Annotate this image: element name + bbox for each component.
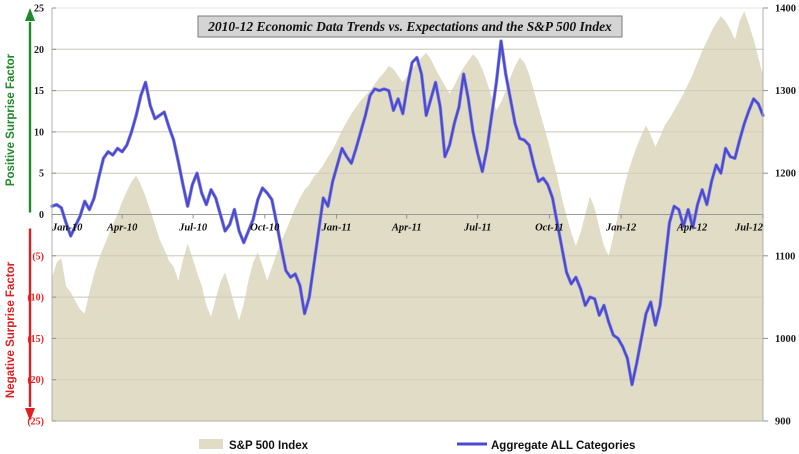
left-tick-label: (5) [32, 251, 44, 262]
positive-surprise-axis-label: Positive Surprise Factor [5, 53, 17, 186]
chart-title-box [197, 15, 623, 38]
chart-title: 2010-12 Economic Data Trends vs. Expecta… [207, 19, 612, 34]
right-axis-ticks: 1400 1300 1200 1100 1000 900 [763, 4, 796, 428]
left-tick-label: (20) [27, 375, 44, 386]
legend-label-sp500: S&P 500 Index [229, 440, 309, 452]
right-tick-label: 1000 [775, 334, 796, 345]
left-tick-label: (15) [27, 334, 44, 345]
left-tick-label: 20 [34, 45, 44, 56]
aggregate-line-series [50, 39, 765, 387]
x-tick-label: Jul-10 [178, 223, 208, 234]
x-tick-label: Jan-12 [605, 223, 637, 234]
right-tick-label: 1400 [775, 4, 796, 15]
x-tick-label: Apr-10 [106, 223, 138, 234]
negative-surprise-axis-label: Negative Surprise Factor [5, 261, 17, 398]
x-tick-label: Apr-11 [391, 223, 422, 234]
left-tick-label: 10 [34, 127, 44, 138]
left-tick-label: (10) [27, 293, 44, 304]
chart-title-group: 2010-12 Economic Data Trends vs. Expecta… [197, 15, 623, 38]
right-tick-label: 900 [775, 417, 791, 428]
left-tick-label: 25 [34, 4, 44, 15]
legend-label-aggregate: Aggregate ALL Categories [491, 440, 635, 452]
left-tick-label: 0 [39, 210, 44, 221]
left-tick-label: (25) [27, 417, 44, 428]
right-tick-label: 1100 [775, 251, 795, 262]
right-tick-label: 1300 [775, 86, 796, 97]
left-tick-label: 5 [39, 169, 44, 180]
x-tick-label: Oct-11 [535, 223, 564, 234]
x-tick-label: Jul-12 [734, 223, 764, 234]
x-tick-label: Jan-10 [51, 223, 83, 234]
left-axis-ticks: 25 20 15 10 5 0 (5) (10) (15) (20) (25) [27, 4, 56, 428]
x-tick-label: Apr-12 [676, 223, 708, 234]
x-tick-label: Oct-10 [250, 223, 280, 234]
x-axis-ticks: Jan-10 Apr-10 Jul-10 Oct-10 Jan-11 Apr-11 Jul-… [51, 214, 764, 234]
x-tick-label: Jan-11 [321, 223, 352, 234]
axis-direction-arrows [25, 8, 35, 421]
chart-legend: S&P 500 Index Aggregate ALL Categories [199, 439, 635, 452]
x-tick-label: Jul-11 [463, 223, 491, 234]
legend-swatch-sp500 [199, 439, 223, 449]
right-tick-label: 1200 [775, 169, 796, 180]
left-tick-label: 15 [34, 86, 44, 97]
